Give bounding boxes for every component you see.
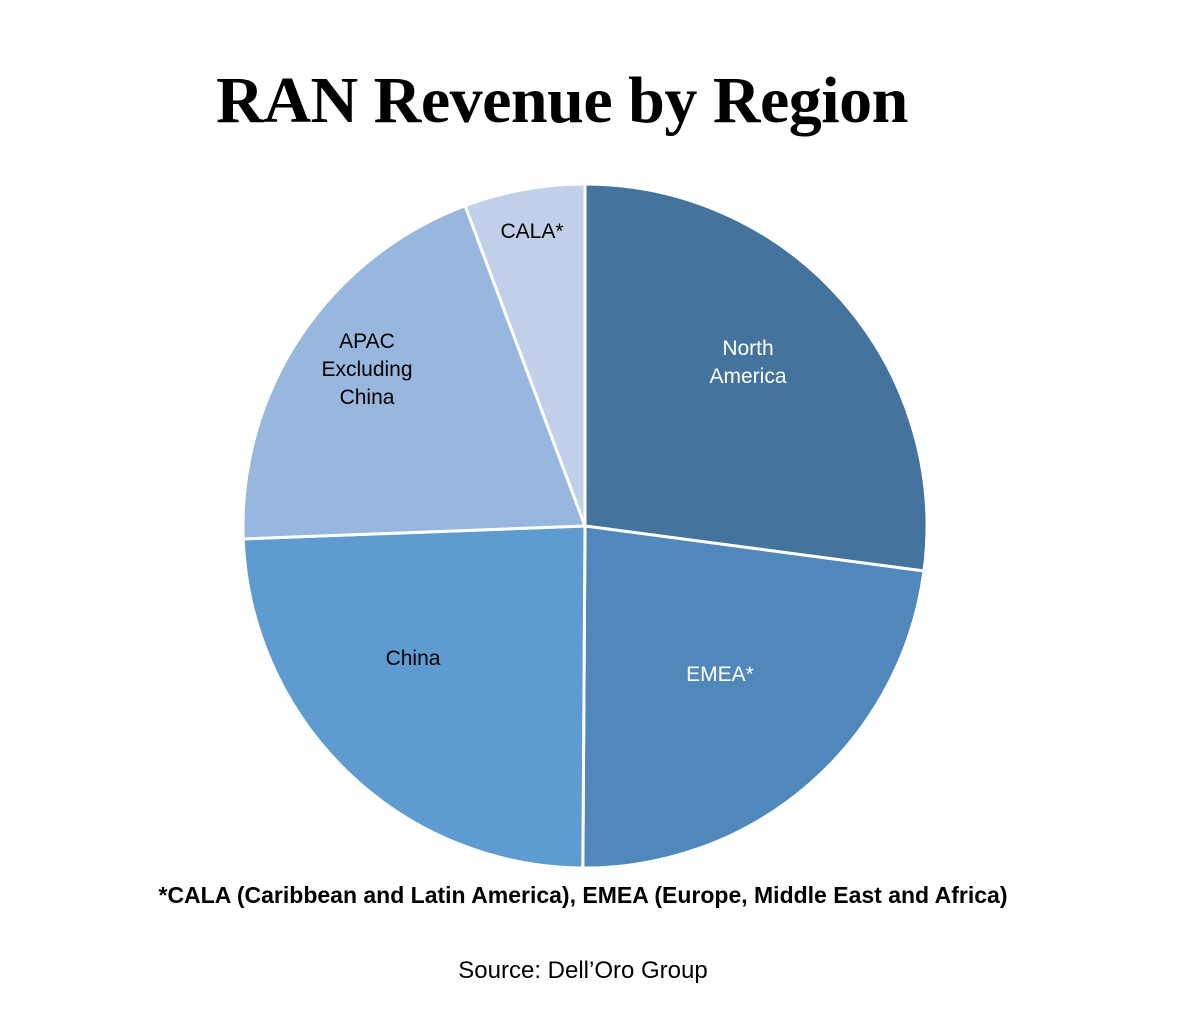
source-note: Source: Dell’Oro Group (458, 957, 708, 984)
pie-slice-emea (581, 524, 926, 870)
slice-label: CALA* (500, 220, 563, 243)
slice-label: China (386, 647, 441, 670)
pie-slice-china (241, 524, 587, 870)
chart-title: RAN Revenue by Region (216, 64, 908, 137)
pie-slice-cala (463, 182, 587, 528)
slice-label: EMEA* (686, 663, 754, 686)
pie-slice-apac-excluding-china (241, 204, 587, 541)
slice-label: North America (709, 337, 786, 388)
slice-label: APAC Excluding China (321, 330, 412, 409)
pie-slice-north-america (583, 182, 929, 573)
footnote: *CALA (Caribbean and Latin America), EME… (158, 882, 1008, 908)
pie-slices (241, 182, 929, 870)
pie-labels: North America EMEA* China APAC Excluding China… (321, 220, 786, 686)
